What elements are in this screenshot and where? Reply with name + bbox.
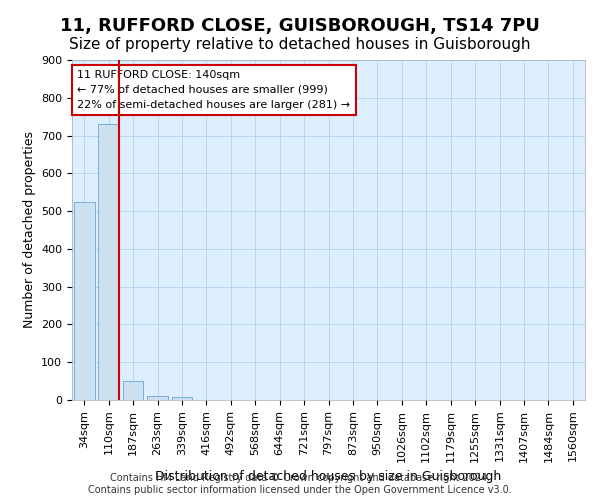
Text: 11 RUFFORD CLOSE: 140sqm
← 77% of detached houses are smaller (999)
22% of semi-: 11 RUFFORD CLOSE: 140sqm ← 77% of detach… (77, 70, 350, 110)
X-axis label: Distribution of detached houses by size in Guisborough: Distribution of detached houses by size … (155, 470, 502, 483)
Bar (74, 202, 95, 400)
Bar (98, 124, 119, 400)
Bar (122, 381, 143, 400)
Text: 11, RUFFORD CLOSE, GUISBOROUGH, TS14 7PU: 11, RUFFORD CLOSE, GUISBOROUGH, TS14 7PU (60, 18, 540, 36)
Bar (172, 397, 193, 400)
Y-axis label: Number of detached properties: Number of detached properties (23, 132, 35, 328)
Text: Size of property relative to detached houses in Guisborough: Size of property relative to detached ho… (69, 38, 531, 52)
Bar (147, 396, 168, 400)
Text: Contains HM Land Registry data © Crown copyright and database right 2024.
Contai: Contains HM Land Registry data © Crown c… (88, 474, 512, 495)
